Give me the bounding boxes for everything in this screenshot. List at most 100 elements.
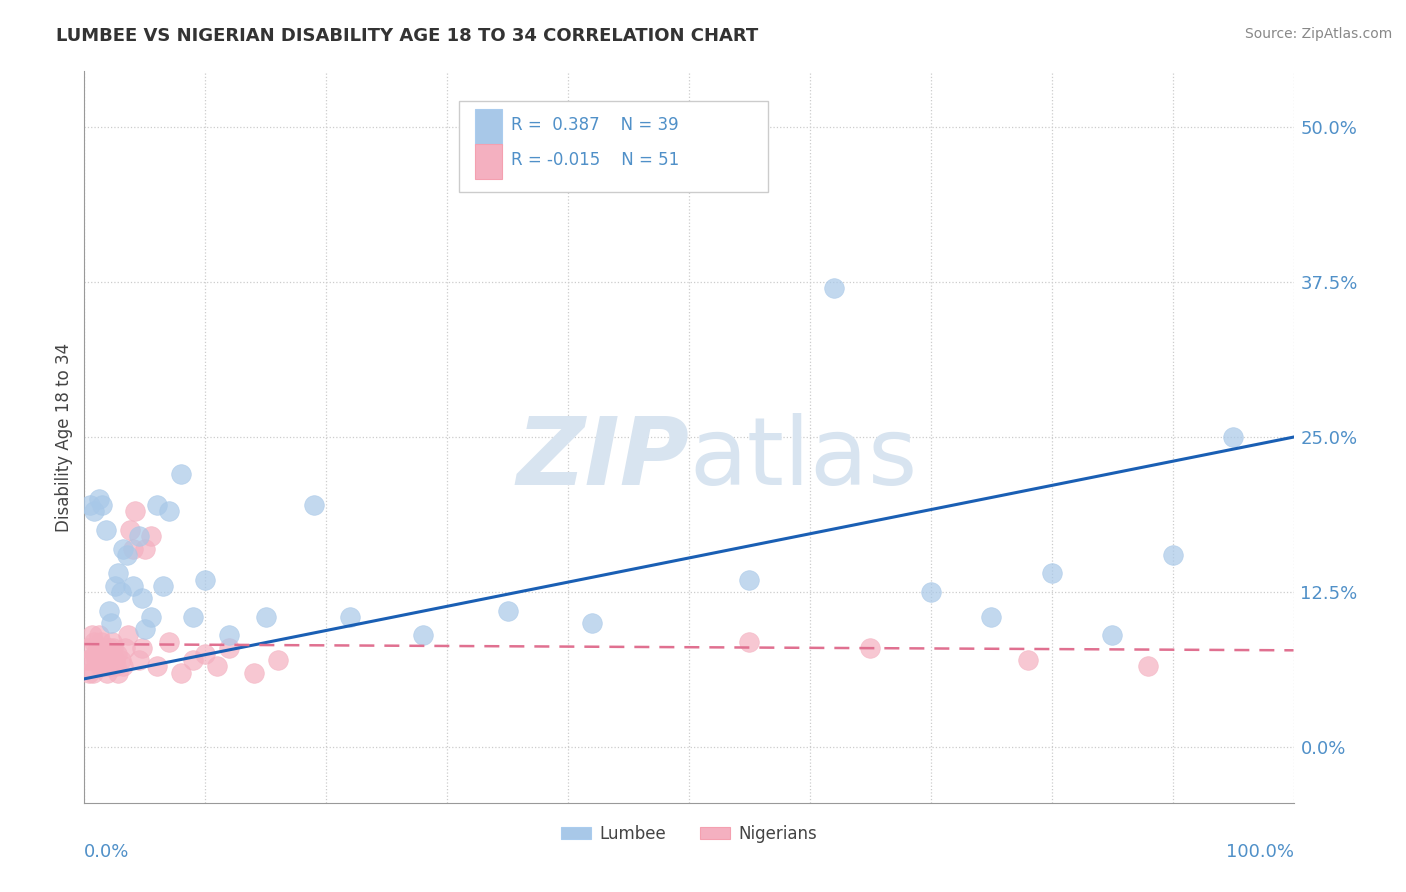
Point — [1222, 430, 1244, 444]
Point — [124, 504, 146, 518]
Point — [181, 653, 204, 667]
Point — [1137, 659, 1160, 673]
Point — [101, 634, 124, 648]
Point — [94, 659, 117, 673]
Point — [1017, 653, 1039, 667]
Point — [146, 498, 169, 512]
Point — [181, 610, 204, 624]
Point — [96, 665, 118, 680]
Point — [496, 604, 519, 618]
Point — [194, 573, 217, 587]
Text: 100.0%: 100.0% — [1226, 843, 1294, 861]
Point — [98, 659, 121, 673]
Point — [87, 491, 110, 506]
Point — [110, 653, 132, 667]
Point — [86, 640, 108, 655]
Text: 0.0%: 0.0% — [84, 843, 129, 861]
Point — [93, 653, 115, 667]
Point — [86, 653, 108, 667]
Point — [134, 541, 156, 556]
Point — [83, 504, 105, 518]
Point — [218, 640, 240, 655]
Point — [302, 498, 325, 512]
Point — [84, 647, 107, 661]
Point — [139, 529, 162, 543]
Point — [112, 659, 135, 673]
Point — [170, 665, 193, 680]
FancyBboxPatch shape — [460, 101, 768, 192]
Point — [121, 541, 143, 556]
Point — [254, 610, 277, 624]
Point — [170, 467, 193, 482]
Point — [89, 659, 111, 673]
Text: LUMBEE VS NIGERIAN DISABILITY AGE 18 TO 34 CORRELATION CHART: LUMBEE VS NIGERIAN DISABILITY AGE 18 TO … — [56, 27, 758, 45]
Point — [94, 647, 117, 661]
Point — [97, 640, 120, 655]
Point — [110, 585, 132, 599]
Point — [152, 579, 174, 593]
Point — [79, 498, 101, 512]
Point — [79, 653, 101, 667]
Point — [82, 665, 104, 680]
Point — [91, 640, 114, 655]
Point — [128, 653, 150, 667]
Point — [107, 566, 129, 581]
Point — [131, 640, 153, 655]
Point — [87, 628, 110, 642]
Point — [139, 610, 162, 624]
Text: atlas: atlas — [689, 413, 917, 505]
Point — [738, 573, 761, 587]
Point — [91, 498, 114, 512]
Text: R =  0.387    N = 39: R = 0.387 N = 39 — [512, 116, 679, 134]
Point — [218, 628, 240, 642]
Point — [207, 659, 229, 673]
FancyBboxPatch shape — [475, 110, 502, 145]
Point — [1040, 566, 1063, 581]
Point — [94, 523, 117, 537]
FancyBboxPatch shape — [475, 144, 502, 179]
Point — [738, 634, 761, 648]
Point — [100, 647, 122, 661]
Point — [121, 579, 143, 593]
Point — [104, 659, 127, 673]
Point — [128, 529, 150, 543]
Text: ZIP: ZIP — [516, 413, 689, 505]
Point — [120, 523, 142, 537]
Y-axis label: Disability Age 18 to 34: Disability Age 18 to 34 — [55, 343, 73, 532]
Point — [104, 653, 127, 667]
Point — [920, 585, 942, 599]
Point — [1161, 548, 1184, 562]
Point — [533, 120, 555, 135]
Point — [581, 615, 603, 630]
Point — [112, 541, 135, 556]
Point — [90, 634, 112, 648]
Point — [115, 548, 138, 562]
Point — [97, 604, 120, 618]
Point — [83, 634, 105, 648]
Point — [267, 653, 290, 667]
Point — [77, 665, 100, 680]
Point — [77, 640, 100, 655]
Point — [134, 622, 156, 636]
Point — [412, 628, 434, 642]
Point — [100, 615, 122, 630]
Point — [339, 610, 361, 624]
Point — [157, 504, 180, 518]
Point — [980, 610, 1002, 624]
Point — [114, 640, 136, 655]
Text: R = -0.015    N = 51: R = -0.015 N = 51 — [512, 151, 679, 169]
Point — [146, 659, 169, 673]
Point — [823, 281, 845, 295]
Point — [80, 628, 103, 642]
Point — [157, 634, 180, 648]
Point — [104, 579, 127, 593]
Point — [105, 647, 128, 661]
Point — [103, 640, 125, 655]
Point — [117, 628, 139, 642]
Point — [194, 647, 217, 661]
Point — [1101, 628, 1123, 642]
Point — [76, 653, 98, 667]
Point — [242, 665, 264, 680]
Point — [131, 591, 153, 606]
Point — [107, 665, 129, 680]
